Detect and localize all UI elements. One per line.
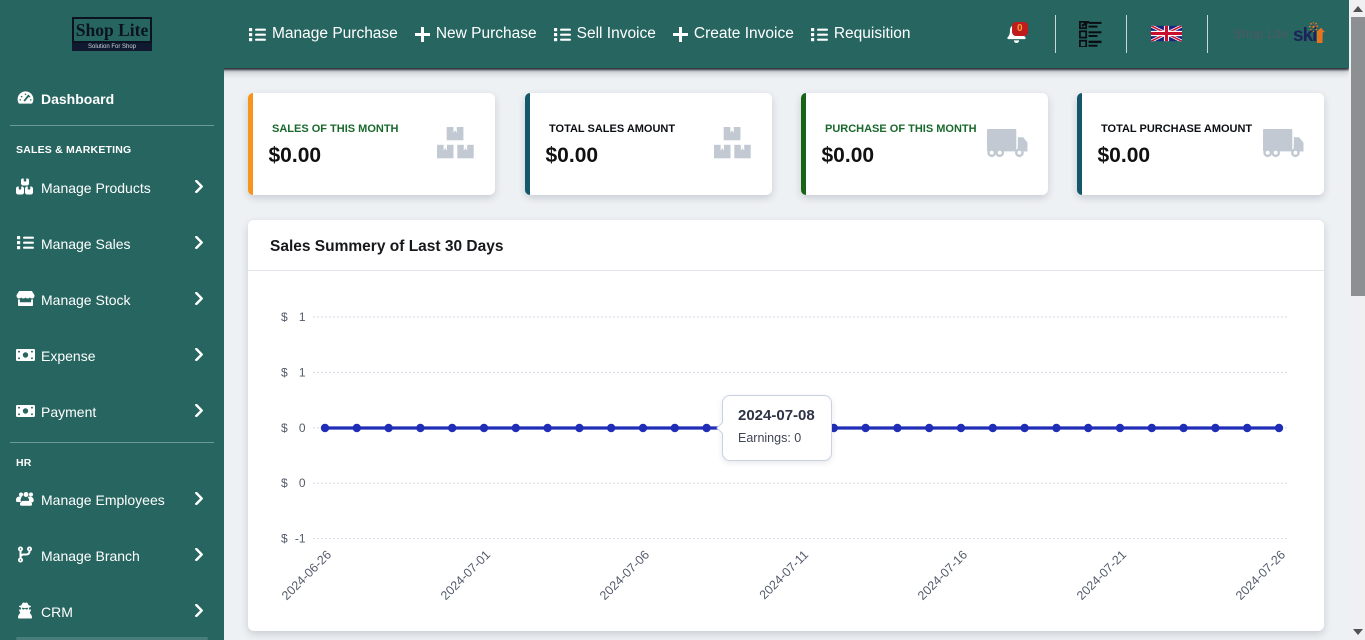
svg-text:1: 1	[299, 365, 306, 379]
svg-text:2024-07-01: 2024-07-01	[438, 548, 493, 603]
svg-text:2024-07-26: 2024-07-26	[1233, 548, 1288, 603]
svg-text:2024-06-26: 2024-06-26	[279, 548, 334, 603]
svg-text:2024-07-11: 2024-07-11	[757, 548, 811, 602]
svg-text:2024-07-06: 2024-07-06	[597, 548, 652, 603]
svg-text:$: $	[281, 310, 288, 324]
svg-text:1: 1	[299, 310, 306, 324]
svg-text:0: 0	[299, 476, 306, 490]
svg-text:2024-07-16: 2024-07-16	[915, 548, 970, 603]
svg-text:$: $	[281, 421, 288, 435]
svg-text:0: 0	[299, 421, 306, 435]
svg-text:2024-07-21: 2024-07-21	[1074, 548, 1129, 603]
svg-text:$: $	[281, 365, 288, 379]
svg-text:-1: -1	[295, 532, 306, 546]
svg-text:$: $	[281, 476, 288, 490]
svg-text:$: $	[281, 532, 288, 546]
